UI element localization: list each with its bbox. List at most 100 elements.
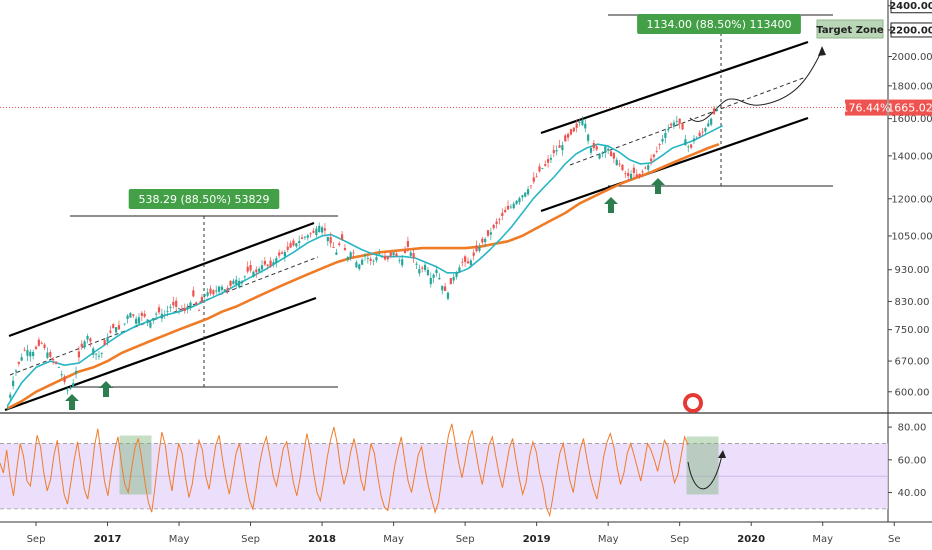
candle-body [143, 313, 146, 317]
candle-body [183, 307, 186, 311]
oscillator-highlight-right [686, 436, 719, 495]
candle-body [77, 351, 81, 358]
candle-body [607, 148, 610, 151]
candle-body [315, 228, 318, 235]
candle-body [524, 192, 527, 197]
candle-body [189, 302, 192, 309]
candle-body [320, 227, 324, 233]
candle-body [401, 259, 404, 266]
candle-body [352, 252, 355, 254]
candle-body [641, 171, 644, 173]
candle-body [690, 144, 693, 148]
measure-left-label: 538.29 (88.50%) 53829 [138, 193, 269, 206]
current-price-label: 1665.02 [887, 102, 932, 115]
candle-body [235, 279, 238, 285]
candle-body [203, 294, 206, 296]
candle-body [23, 349, 26, 351]
candle-body [300, 237, 304, 239]
candle-body [604, 146, 607, 153]
candle-body [146, 319, 149, 322]
candle-body [443, 286, 447, 291]
x-tick-label: May [383, 534, 404, 545]
candle-body [403, 250, 407, 254]
candle-body [243, 276, 246, 278]
change-badge [845, 99, 887, 116]
candle-body [343, 247, 347, 251]
oscillator-projection-arrowhead [718, 450, 726, 458]
candle-body [715, 110, 718, 111]
candle-body [272, 262, 275, 265]
candle-body [664, 132, 667, 139]
candle-body [69, 388, 72, 389]
x-tick-label: Sep [241, 534, 260, 545]
candle-body [658, 144, 661, 145]
candle-body [338, 243, 341, 246]
candle-body [441, 285, 444, 291]
candle-body [49, 352, 52, 357]
candle-body [546, 159, 550, 163]
candle-body [355, 262, 358, 268]
candle-body [335, 252, 338, 255]
x-tick-label: Sep [670, 534, 689, 545]
candle-body [672, 122, 676, 127]
target-zone-box [816, 19, 884, 39]
candle-body [632, 167, 636, 174]
candle-body [12, 380, 15, 387]
candle-body [32, 352, 35, 356]
candle-body [644, 167, 647, 169]
candle-body [469, 260, 472, 266]
candle-body [601, 152, 604, 155]
candle-body [366, 258, 369, 259]
candle-body [140, 312, 143, 316]
candle-body [115, 327, 118, 333]
logo-inner [687, 397, 699, 409]
candle-body [9, 394, 12, 398]
candle-body [446, 292, 450, 299]
candle-body [378, 253, 381, 255]
candle-body [155, 313, 158, 315]
candle-body [509, 206, 512, 208]
candle-body [649, 158, 653, 162]
candle-body [598, 153, 601, 159]
candle-body [341, 234, 344, 240]
candle-body [17, 361, 20, 364]
candle-body [34, 346, 38, 349]
candle-body [615, 159, 618, 166]
x-tick-label: 2020 [737, 534, 765, 545]
candle-body [40, 342, 43, 344]
candle-body [406, 240, 410, 247]
candle-body [20, 357, 23, 361]
candle-body [26, 350, 29, 356]
candle-body [94, 353, 98, 355]
candle-body [229, 280, 232, 286]
candle-body [681, 123, 684, 130]
candle-body [652, 154, 656, 157]
candle-body [552, 149, 555, 154]
x-tick-label: May [598, 534, 619, 545]
candle-body [555, 150, 558, 152]
candle-body [486, 230, 490, 236]
candle-body [567, 134, 570, 138]
candle-body [169, 306, 172, 308]
candle-body [238, 280, 241, 287]
candle-body [712, 108, 716, 115]
candle-body [112, 324, 115, 329]
candle-body [678, 118, 681, 124]
candle-body [575, 123, 578, 128]
candle-body [589, 147, 593, 153]
y-tick-label: 670.00 [895, 357, 930, 368]
candle-body [180, 308, 184, 310]
candle-body [14, 370, 18, 372]
candle-body [100, 352, 103, 354]
candle-body [541, 168, 544, 170]
candle-body [381, 256, 384, 258]
ma-short-line [6, 124, 723, 407]
x-tick-label: Sep [27, 534, 46, 545]
candle-body [701, 131, 704, 133]
candle-body [389, 252, 392, 256]
candle-body [349, 252, 352, 258]
candle-body [515, 200, 518, 205]
candle-body [569, 129, 573, 135]
projection-arrowhead [818, 46, 826, 56]
candle-body [415, 263, 418, 265]
